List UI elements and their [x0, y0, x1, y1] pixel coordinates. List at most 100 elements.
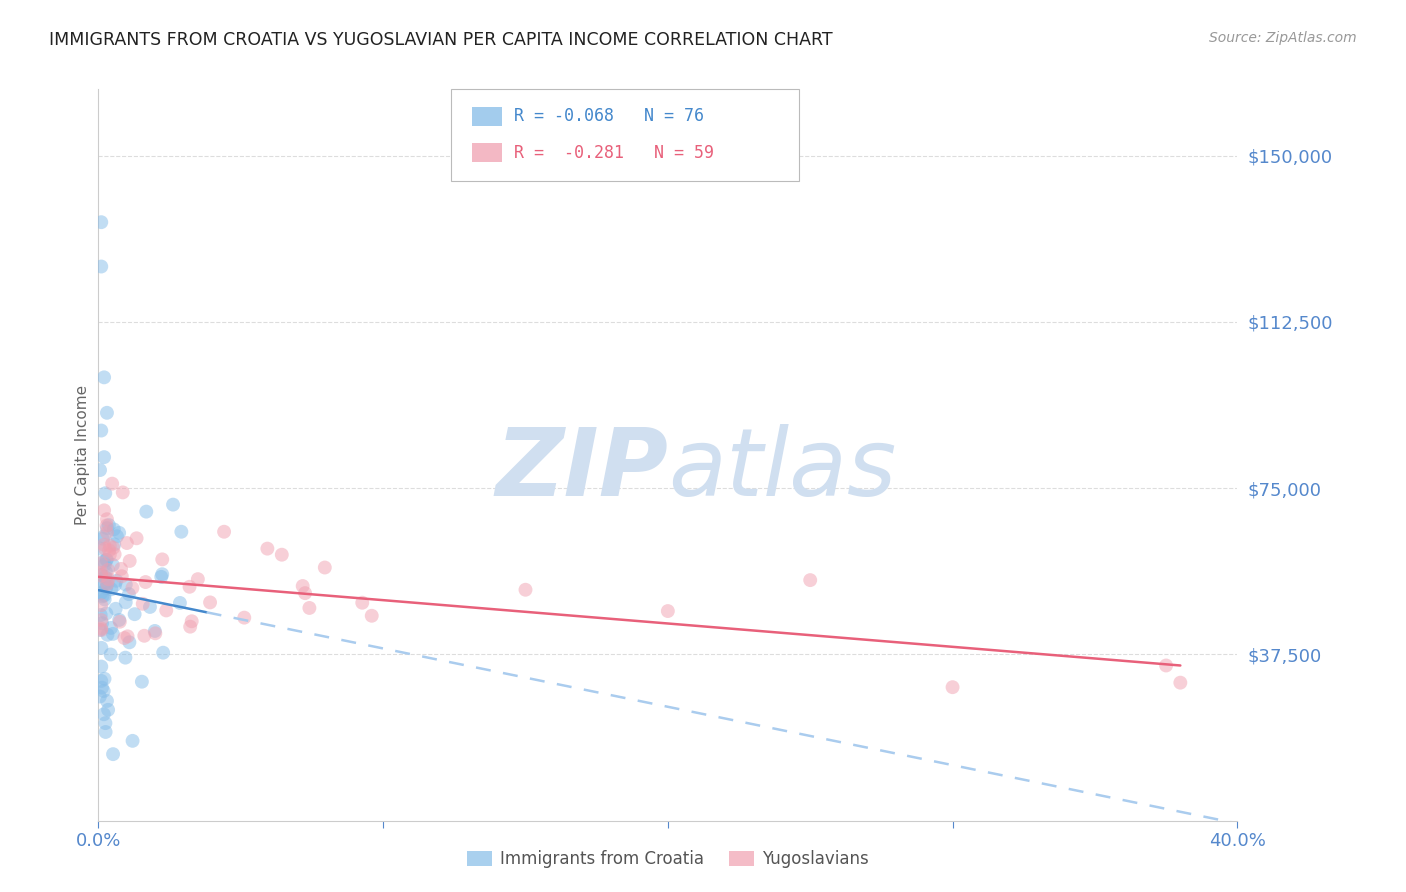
Text: atlas: atlas: [668, 424, 896, 515]
Point: [89, 541, 111, 556]
Point: [93, 684, 115, 698]
Point: [96, 553, 118, 567]
Point: [94, 716, 117, 731]
Point: [111, 485, 134, 500]
Text: IMMIGRANTS FROM CROATIA VS YUGOSLAVIAN PER CAPITA INCOME CORRELATION CHART: IMMIGRANTS FROM CROATIA VS YUGOSLAVIAN P…: [49, 31, 832, 49]
Point: [89, 623, 111, 637]
Point: [104, 547, 127, 561]
Point: [91, 616, 114, 631]
Point: [256, 541, 278, 556]
Point: [100, 582, 122, 597]
FancyBboxPatch shape: [451, 89, 799, 180]
Point: [93, 707, 115, 722]
Point: [108, 615, 131, 629]
Point: [352, 596, 374, 610]
Point: [162, 498, 184, 512]
Point: [108, 613, 131, 627]
Point: [96, 607, 118, 621]
Point: [96, 628, 118, 642]
Point: [103, 522, 125, 536]
Point: [198, 595, 221, 609]
Point: [94, 486, 117, 500]
Point: [90, 599, 112, 613]
Point: [94, 570, 117, 584]
Point: [118, 554, 141, 568]
Point: [110, 562, 132, 576]
Point: [121, 734, 143, 748]
Text: ZIP: ZIP: [495, 424, 668, 516]
Point: [90, 659, 112, 673]
Point: [131, 674, 153, 689]
Point: [233, 610, 256, 624]
Point: [134, 629, 156, 643]
Point: [104, 601, 127, 615]
Point: [93, 554, 115, 568]
Point: [93, 588, 115, 602]
Point: [118, 635, 141, 649]
Point: [150, 567, 173, 582]
Point: [98, 539, 121, 553]
Point: [294, 586, 316, 600]
Point: [169, 596, 191, 610]
Point: [111, 569, 134, 583]
Point: [103, 541, 125, 555]
Point: [90, 623, 112, 637]
Point: [112, 631, 135, 645]
Point: [314, 560, 336, 574]
Point: [150, 552, 173, 566]
Point: [298, 601, 321, 615]
Point: [93, 503, 115, 517]
Point: [98, 543, 121, 558]
Point: [108, 525, 131, 540]
Point: [96, 577, 118, 591]
Point: [94, 558, 117, 572]
Point: [105, 574, 128, 588]
Point: [143, 624, 166, 638]
Point: [103, 537, 125, 551]
Point: [91, 532, 114, 546]
Point: [942, 680, 965, 694]
Point: [96, 694, 118, 708]
Point: [212, 524, 235, 539]
Point: [93, 529, 115, 543]
Point: [96, 406, 118, 420]
Point: [96, 577, 118, 591]
Point: [93, 672, 115, 686]
Point: [180, 614, 202, 628]
Point: [93, 592, 115, 607]
Point: [90, 567, 112, 582]
Point: [94, 565, 117, 579]
Point: [1154, 658, 1177, 673]
Point: [93, 370, 115, 384]
Point: [97, 572, 120, 586]
Point: [96, 518, 118, 533]
Point: [155, 603, 177, 617]
Point: [135, 505, 157, 519]
FancyBboxPatch shape: [472, 144, 502, 162]
Point: [118, 587, 141, 601]
Point: [291, 579, 314, 593]
Point: [187, 572, 209, 586]
Point: [101, 747, 124, 761]
FancyBboxPatch shape: [472, 107, 502, 126]
Point: [90, 569, 112, 583]
Point: [114, 650, 136, 665]
Point: [93, 576, 115, 591]
Point: [90, 556, 112, 570]
Point: [179, 580, 201, 594]
Point: [115, 536, 138, 550]
Point: [90, 424, 112, 438]
Point: [135, 575, 157, 590]
Point: [139, 599, 162, 614]
Text: Source: ZipAtlas.com: Source: ZipAtlas.com: [1209, 31, 1357, 45]
Point: [270, 548, 292, 562]
Point: [93, 450, 115, 464]
Point: [94, 576, 117, 591]
Point: [114, 577, 136, 591]
Text: R = -0.068   N = 76: R = -0.068 N = 76: [515, 107, 704, 125]
Point: [96, 521, 118, 535]
Point: [179, 620, 201, 634]
Point: [94, 725, 117, 739]
Point: [90, 586, 112, 600]
Point: [90, 607, 112, 622]
